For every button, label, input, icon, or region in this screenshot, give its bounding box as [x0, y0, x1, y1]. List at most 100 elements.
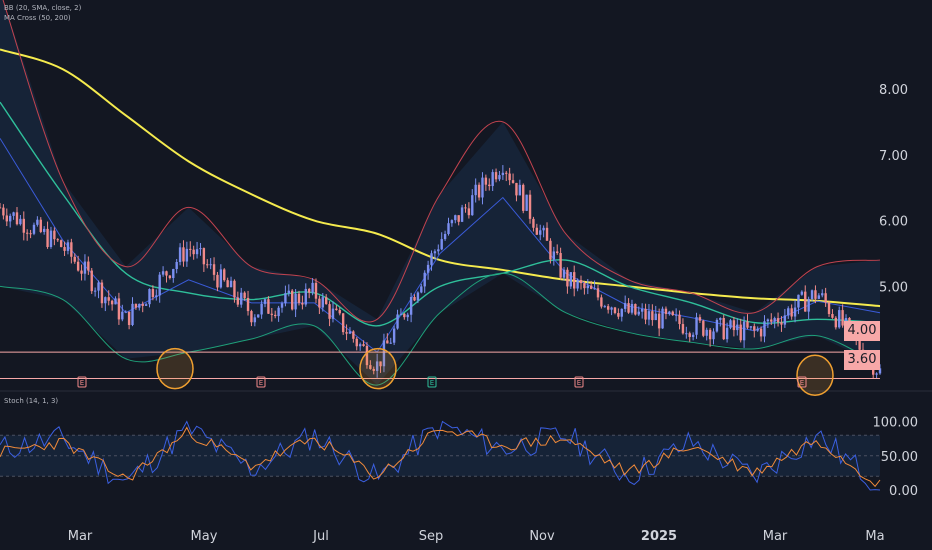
- candle-body: [29, 233, 32, 235]
- candle-body: [138, 303, 141, 308]
- candle-body: [15, 212, 19, 225]
- candle-body: [630, 303, 634, 313]
- y-tick-main: 6.00: [879, 215, 908, 230]
- candle-body: [793, 307, 797, 317]
- candle-body: [127, 311, 131, 325]
- candle-body: [539, 230, 542, 235]
- stoch-indicator-label[interactable]: Stoch (14, 1, 3): [4, 397, 59, 405]
- candle-body: [620, 308, 623, 317]
- candle-body: [705, 329, 708, 336]
- candle-body: [144, 304, 148, 306]
- candle-body: [841, 310, 844, 326]
- candle-body: [409, 297, 413, 315]
- x-tick: Mar: [763, 529, 788, 544]
- candle-body: [776, 318, 780, 323]
- candle-body: [477, 184, 481, 198]
- stochastic-pane: [0, 420, 881, 491]
- candle-body: [729, 320, 732, 328]
- candle-body: [573, 272, 576, 289]
- candle-body: [243, 292, 246, 298]
- candle-body: [488, 184, 491, 187]
- candle-body: [542, 227, 545, 231]
- candle-body: [257, 314, 260, 318]
- y-tick-main: 8.00: [879, 83, 908, 98]
- candle-body: [158, 274, 161, 296]
- candle-body: [307, 288, 311, 293]
- candle-body: [878, 368, 882, 374]
- earnings-marker: [427, 376, 437, 388]
- candle-body: [321, 297, 324, 308]
- candle-body: [338, 310, 341, 314]
- candle-body: [80, 270, 83, 274]
- candle-body: [443, 234, 447, 240]
- candle-body: [834, 317, 838, 328]
- candle-body: [216, 274, 219, 288]
- candle-body: [117, 298, 121, 320]
- bb-indicator-label[interactable]: BB (20, SMA, close, 2): [4, 4, 82, 12]
- candle-body: [12, 212, 15, 216]
- candle-body: [589, 285, 593, 289]
- candle-body: [501, 172, 505, 176]
- candle-body: [702, 320, 705, 336]
- candle-body: [831, 314, 834, 318]
- stoch-series-d: [0, 426, 881, 488]
- highlight-circle: [156, 347, 194, 390]
- candle-body: [511, 180, 515, 183]
- candle-body: [345, 332, 348, 334]
- candle-body: [70, 242, 73, 257]
- candle-body: [623, 303, 627, 309]
- candle-body: [657, 313, 661, 329]
- candle-body: [848, 317, 851, 324]
- candle-body: [297, 293, 301, 303]
- candle-body: [209, 264, 212, 266]
- candle-body: [5, 215, 8, 222]
- candle-body: [691, 334, 695, 337]
- x-tick: Jul: [312, 529, 329, 544]
- candle-body: [185, 248, 189, 262]
- candle-body: [732, 320, 736, 331]
- candle-body: [457, 215, 460, 222]
- candle-body: [291, 290, 294, 310]
- candle-body: [199, 248, 202, 250]
- candle-body: [100, 282, 104, 304]
- series-bb-lower: [0, 272, 881, 386]
- candle-body: [49, 230, 53, 247]
- candle-body: [236, 297, 240, 305]
- candle-body: [708, 329, 712, 340]
- candle-body: [151, 289, 155, 297]
- candle-body: [46, 228, 49, 247]
- candle-body: [358, 344, 362, 347]
- candle-body: [263, 299, 267, 304]
- candle-body: [212, 264, 216, 275]
- candle-body: [396, 314, 399, 329]
- candle-body: [746, 321, 749, 328]
- candle-body: [525, 194, 528, 211]
- candle-body: [36, 219, 39, 225]
- candle-body: [161, 271, 165, 275]
- candle-body: [274, 314, 277, 317]
- candle-body: [640, 308, 644, 312]
- candle-body: [569, 272, 573, 287]
- candle-body: [821, 293, 824, 296]
- candle-body: [382, 340, 386, 367]
- candle-body: [464, 207, 467, 209]
- candle-body: [685, 333, 688, 335]
- candle-body: [763, 321, 766, 337]
- candle-body: [634, 303, 637, 315]
- candle-body: [810, 290, 814, 299]
- candle-body: [83, 261, 87, 274]
- candle-body: [552, 251, 556, 260]
- ma-cross-indicator-label[interactable]: MA Cross (50, 200): [4, 14, 71, 22]
- y-tick-main: 7.00: [879, 149, 908, 164]
- candle-body: [314, 282, 318, 299]
- candle-body: [335, 308, 338, 311]
- candle-body: [97, 282, 100, 291]
- candle-body: [25, 232, 29, 234]
- candle-body: [674, 314, 678, 316]
- candle-body: [365, 345, 369, 366]
- price-series-layer: [0, 0, 881, 386]
- candle-body: [362, 344, 365, 346]
- candle-body: [90, 270, 93, 292]
- candle-body: [2, 207, 5, 216]
